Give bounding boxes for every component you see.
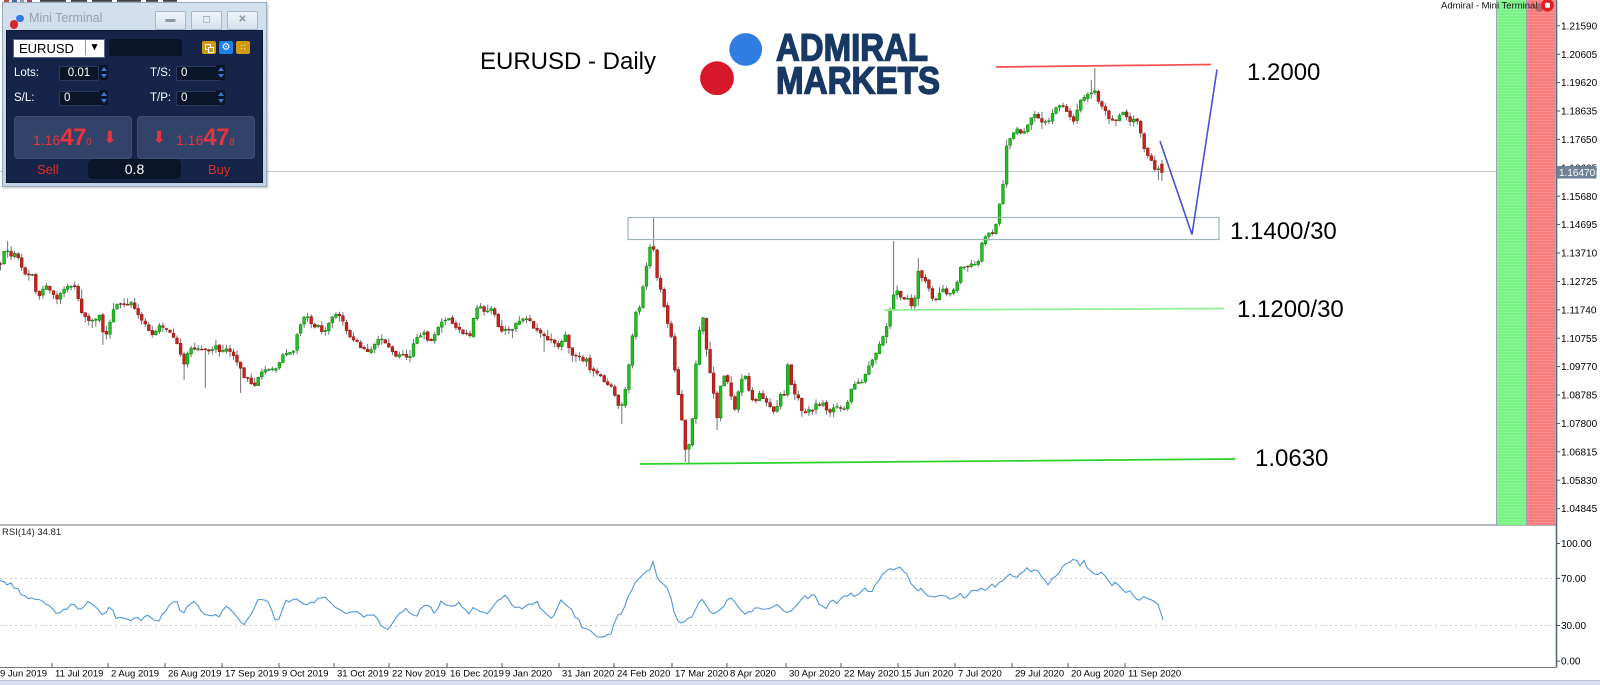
svg-text:1.11740: 1.11740	[1561, 305, 1597, 316]
svg-text:30.00: 30.00	[1561, 621, 1586, 632]
svg-text:1.1200/30: 1.1200/30	[1237, 296, 1344, 323]
svg-text:9 Oct 2019: 9 Oct 2019	[282, 669, 328, 680]
svg-text:1.13710: 1.13710	[1561, 249, 1598, 260]
svg-text:22 Nov 2019: 22 Nov 2019	[392, 669, 446, 680]
svg-text:7 Jul 2020: 7 Jul 2020	[958, 669, 1002, 680]
svg-text:31 Jan 2020: 31 Jan 2020	[562, 669, 614, 680]
svg-text:17 Mar 2020: 17 Mar 2020	[675, 669, 728, 680]
svg-text:20 Aug 2020: 20 Aug 2020	[1071, 669, 1124, 680]
svg-text:1.05830: 1.05830	[1561, 476, 1598, 487]
svg-text:1.09770: 1.09770	[1561, 362, 1598, 373]
svg-text:1.10755: 1.10755	[1561, 334, 1598, 345]
svg-text:30 Apr 2020: 30 Apr 2020	[789, 669, 840, 680]
svg-text:1.07800: 1.07800	[1561, 419, 1598, 430]
svg-text:24 Feb 2020: 24 Feb 2020	[617, 669, 670, 680]
svg-text:16 Dec 2019: 16 Dec 2019	[450, 669, 504, 680]
svg-text:1.1400/30: 1.1400/30	[1230, 218, 1337, 245]
svg-text:1.18635: 1.18635	[1561, 107, 1598, 118]
svg-text:22 May 2020: 22 May 2020	[844, 669, 899, 680]
svg-text:29 Jul 2020: 29 Jul 2020	[1015, 669, 1064, 680]
svg-text:MARKETS: MARKETS	[776, 61, 940, 103]
svg-text:9 Jun 2019: 9 Jun 2019	[0, 669, 47, 680]
svg-text:26 Aug 2019: 26 Aug 2019	[168, 669, 221, 680]
svg-text:17 Sep 2019: 17 Sep 2019	[225, 669, 279, 680]
svg-text:8 Apr 2020: 8 Apr 2020	[730, 669, 776, 680]
svg-text:1.17650: 1.17650	[1561, 135, 1598, 146]
svg-text:15 Jun 2020: 15 Jun 2020	[901, 669, 953, 680]
svg-text:1.15680: 1.15680	[1561, 192, 1598, 203]
svg-text:9 Jan 2020: 9 Jan 2020	[505, 669, 552, 680]
svg-text:1.0630: 1.0630	[1255, 445, 1328, 472]
svg-text:70.00: 70.00	[1561, 574, 1586, 585]
svg-text:1.21590: 1.21590	[1561, 21, 1598, 32]
svg-text:100.00: 100.00	[1561, 539, 1592, 550]
svg-text:ADMIRAL: ADMIRAL	[776, 28, 928, 70]
svg-text:Admiral - Mini Terminal: Admiral - Mini Terminal	[1441, 1, 1537, 12]
svg-text:1.19620: 1.19620	[1561, 78, 1598, 89]
svg-text:1.14695: 1.14695	[1561, 220, 1598, 231]
svg-text:1.2000: 1.2000	[1247, 59, 1320, 86]
svg-text:11 Sep 2020: 11 Sep 2020	[1128, 669, 1181, 680]
svg-text:0.00: 0.00	[1561, 657, 1581, 668]
svg-text:1.08785: 1.08785	[1561, 391, 1598, 402]
svg-text:1.04845: 1.04845	[1561, 504, 1598, 515]
svg-text:1.16470: 1.16470	[1559, 168, 1596, 179]
svg-text:RSI(14) 34.81: RSI(14) 34.81	[2, 527, 61, 538]
svg-text:31 Oct 2019: 31 Oct 2019	[337, 669, 389, 680]
svg-text:EURUSD - Daily: EURUSD - Daily	[480, 48, 656, 75]
svg-text:2 Aug 2019: 2 Aug 2019	[111, 669, 159, 680]
svg-text:11 Jul 2019: 11 Jul 2019	[55, 669, 103, 680]
svg-text:1.20605: 1.20605	[1561, 50, 1598, 61]
svg-text:1.06815: 1.06815	[1561, 447, 1598, 458]
svg-text:1.12725: 1.12725	[1561, 277, 1598, 288]
